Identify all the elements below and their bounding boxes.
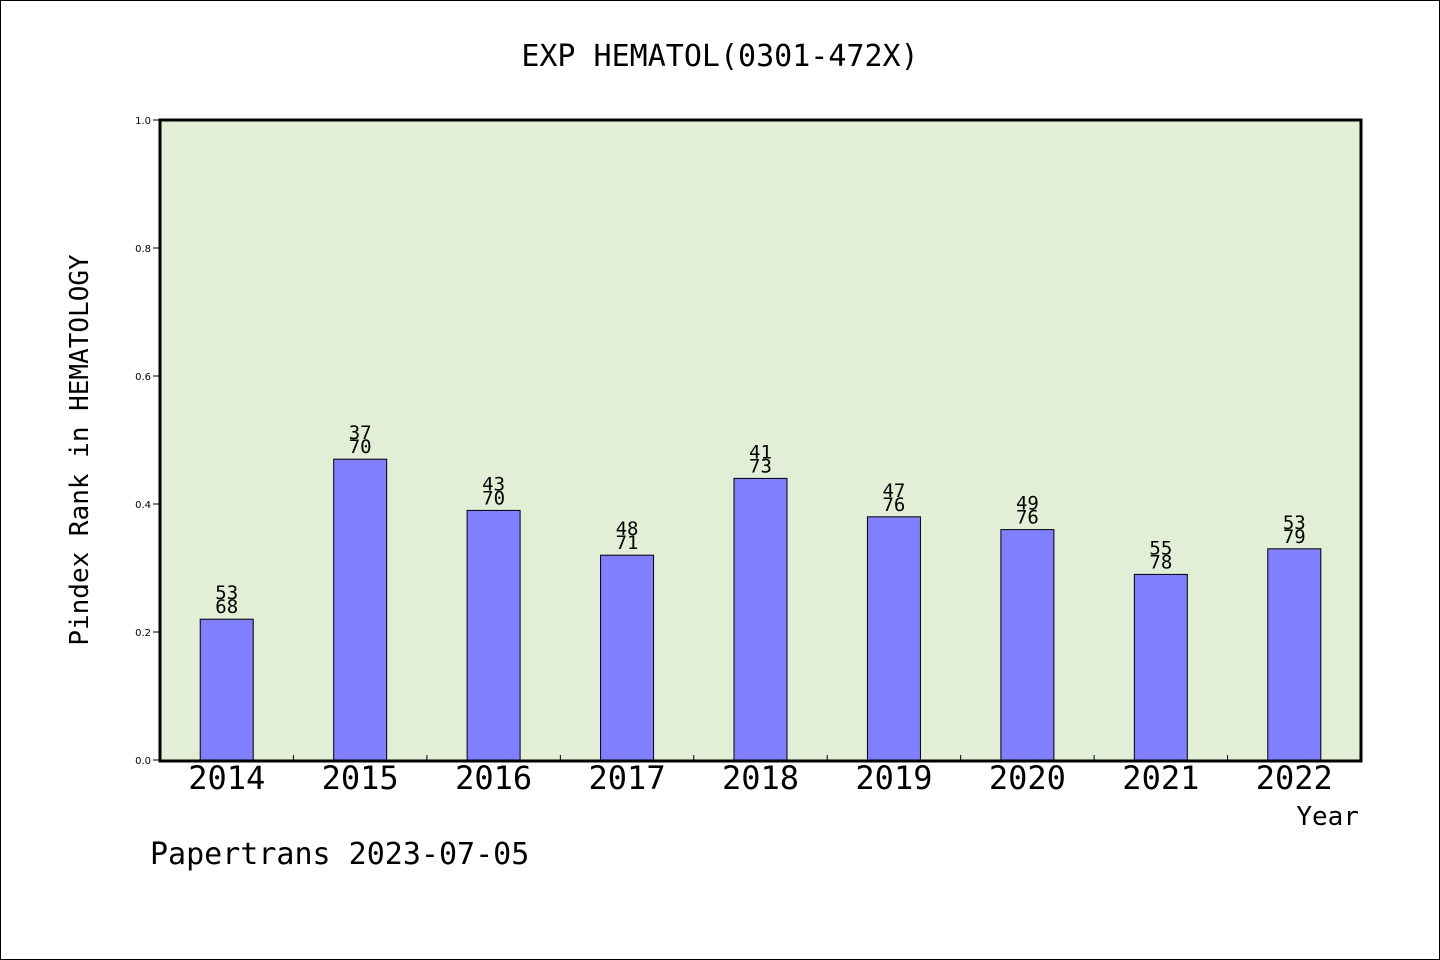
bar [333,458,388,761]
y-tick-label: 0.8 [135,244,151,255]
y-axis: 0.0 0.2 0.4 0.6 0.8 1.0 [135,116,160,767]
y-tick-label: 0.6 [135,372,151,383]
bar-label-top: 47 [882,480,905,502]
x-tick-label: 2015 [322,759,399,797]
x-tick-label: 2014 [188,759,265,797]
bar-label-top: 55 [1149,537,1172,559]
bar-label-top: 53 [215,582,238,604]
x-axis: 2014 2015 2016 2017 2018 2019 2020 2021 2022 [188,755,1333,797]
bar-label-top: 41 [749,441,772,463]
bar [866,516,921,761]
y-tick-label: 1.0 [135,116,151,127]
x-tick-label: 2020 [989,759,1066,797]
y-tick-label: 0.4 [135,500,151,511]
x-tick-label: 2016 [455,759,532,797]
footer-credit: Papertrans 2023-07-05 [150,837,529,872]
bar-label-bottom: 76 [882,494,905,516]
chart-title: EXP HEMATOL(0301-472X) [521,39,918,74]
plot-border [158,118,1363,763]
x-tick-label: 2017 [589,759,666,797]
x-tick-label: 2019 [855,759,932,797]
x-tick-label: 2018 [722,759,799,797]
bar [733,477,788,761]
y-axis-label: Pindex Rank in HEMATOLOGY [65,254,95,646]
bar [199,618,254,761]
x-axis-label: Year [1296,802,1359,832]
y-tick-label: 0.2 [135,628,151,639]
bar-label-top: 53 [1283,512,1306,534]
bar-label-top: 43 [482,473,505,495]
bar-label-bottom: 71 [616,532,639,554]
bar-label-bottom: 70 [349,436,372,458]
bar-label-bottom: 79 [1283,526,1306,548]
y-tick-label: 0.0 [135,756,151,767]
bar-label-top: 37 [349,422,372,444]
bar [1267,548,1322,761]
bar-label-bottom: 73 [749,455,772,477]
bar-label-bottom: 78 [1149,551,1172,573]
bar [1000,529,1055,761]
bar [466,509,521,761]
x-tick-label: 2022 [1256,759,1333,797]
bar-label-bottom: 68 [215,596,238,618]
bar-label-top: 48 [616,518,639,540]
bar-label-bottom: 70 [482,487,505,509]
bar [600,554,655,761]
bar-label-bottom: 76 [1016,507,1039,529]
bar-label-top: 49 [1016,493,1039,515]
bar [1133,573,1188,761]
x-tick-label: 2021 [1122,759,1199,797]
